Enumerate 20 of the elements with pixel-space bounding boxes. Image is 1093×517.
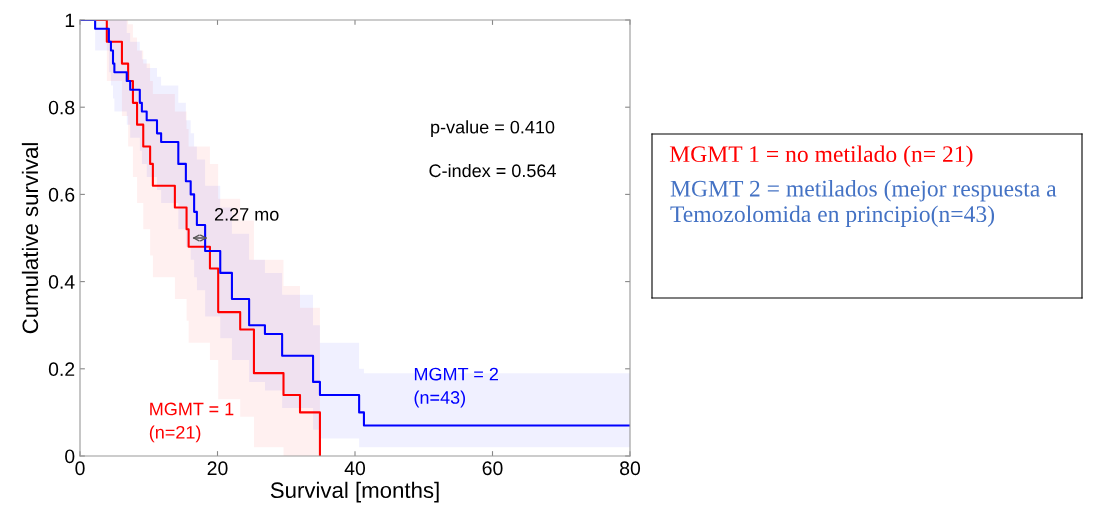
text: MGMT 1 = no metilado (n= 21)	[669, 145, 973, 167]
y-tick-label: 1	[65, 13, 75, 28]
x-axis-title: Survival [months]	[270, 481, 439, 503]
y-tick-label: 0.4	[48, 275, 75, 289]
annotation: C-index = 0.564	[429, 163, 556, 178]
y-tick-label: 0	[65, 449, 75, 464]
y-axis-title: Cumulative survival	[21, 143, 39, 334]
y-tick-label: 0.6	[48, 187, 75, 202]
x-tick-label: 40	[344, 461, 366, 476]
x-tick-label: 80	[620, 461, 641, 476]
y-tick-label: 0.8	[48, 100, 75, 115]
annotation: 2.27 mo	[214, 207, 279, 221]
series-label: MGMT = 1 (n=21)	[149, 402, 234, 443]
series-label: MGMT = 2 (n=43)	[414, 367, 498, 408]
x-tick-label: 0	[75, 461, 85, 476]
y-tick-label: 0.2	[48, 362, 75, 377]
annotation: p-value = 0.410	[431, 120, 555, 138]
text: MGMT 2 = metilados (mejor respuesta a Temozolomida en principio(n=43)	[670, 180, 1057, 227]
x-tick-label: 20	[207, 461, 228, 476]
x-tick-label: 60	[482, 461, 503, 476]
